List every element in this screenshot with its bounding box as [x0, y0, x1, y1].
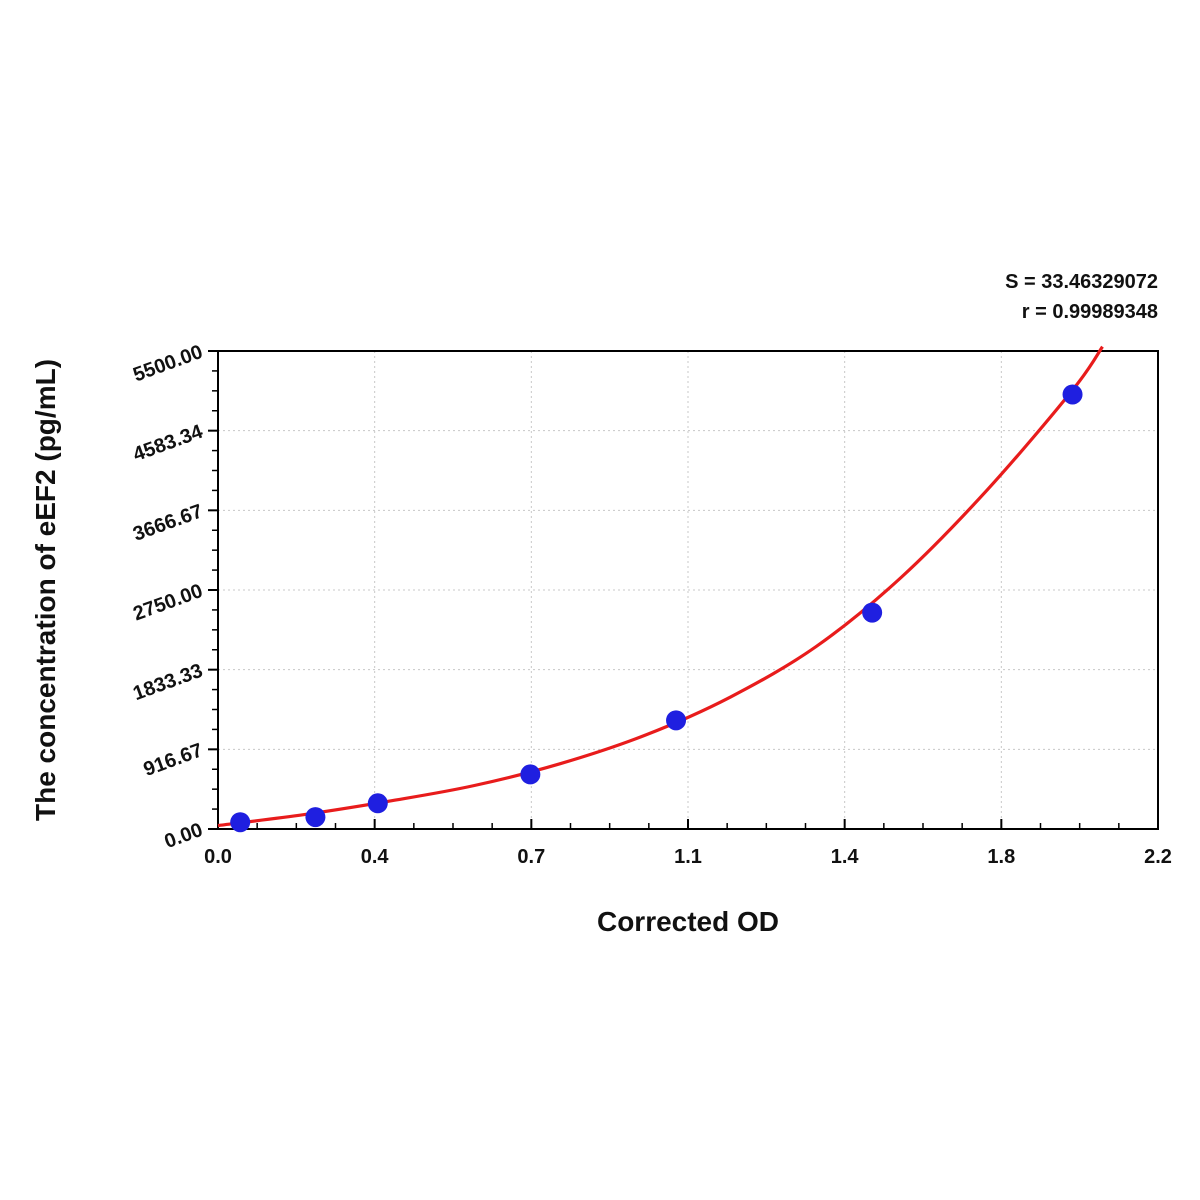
y-tick-labels: 0.00 916.67 1833.33 2750.00 3666.67 4583.34 55…: [130, 341, 206, 853]
data-point: [367, 793, 388, 814]
y-tick-label: 1833.33: [130, 660, 205, 705]
data-point: [1062, 384, 1083, 405]
x-tick-label: 0.4: [361, 846, 390, 868]
y-tick-label: 2750.00: [130, 580, 205, 625]
y-tick-label: 3666.67: [130, 500, 205, 545]
fit-curve: [217, 345, 1104, 828]
data-points: [230, 384, 1083, 833]
y-tick-label: 916.67: [141, 739, 206, 781]
data-point: [520, 764, 541, 785]
y-tick-label: 0.00: [162, 819, 206, 853]
x-tick-label: 0.0: [204, 846, 232, 868]
x-tick-label: 0.7: [517, 846, 545, 868]
x-tick-label: 1.1: [674, 846, 702, 868]
stat-s: S = 33.46329072: [1005, 271, 1158, 293]
data-point: [862, 602, 883, 623]
x-tick-label: 1.4: [831, 846, 860, 868]
x-axis-title: Corrected OD: [597, 906, 779, 937]
data-point: [230, 812, 251, 833]
x-tick-labels: 0.0 0.4 0.7 1.1 1.4 1.8 2.2: [204, 846, 1172, 868]
y-tick-label: 5500.00: [130, 341, 205, 386]
y-tick-label: 4583.34: [130, 420, 206, 466]
data-point: [305, 807, 326, 828]
x-tick-label: 2.2: [1144, 846, 1172, 868]
y-axis-title: The concentration of eEF2 (pg/mL): [30, 359, 61, 821]
stat-r: r = 0.99989348: [1022, 301, 1158, 323]
data-point: [666, 710, 687, 731]
x-tick-label: 1.8: [987, 846, 1015, 868]
grid-lines: [218, 351, 1158, 829]
